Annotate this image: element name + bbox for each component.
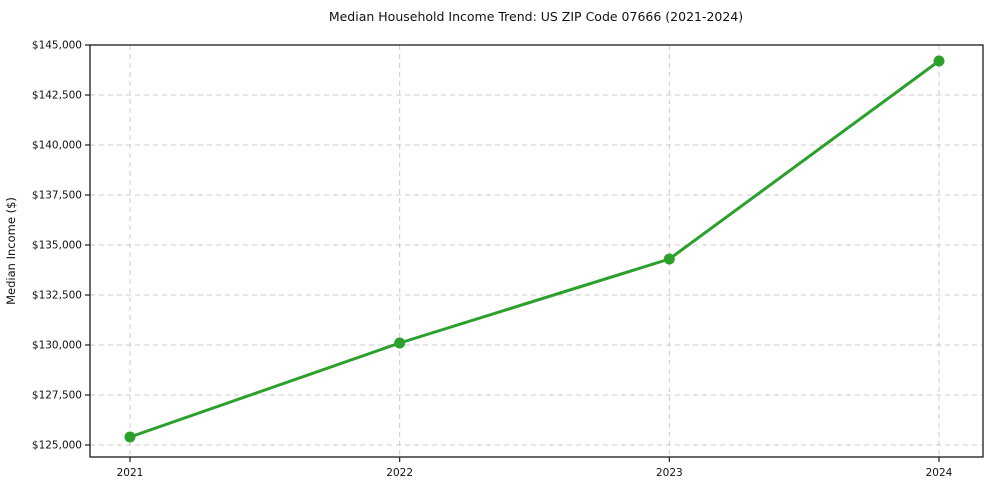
axis-layer (85, 44, 984, 462)
x-tick-label: 2022 (386, 467, 413, 479)
y-tick-label: $137,500 (32, 190, 82, 202)
y-tick-label: $130,000 (32, 340, 82, 352)
data-point-2023 (663, 253, 675, 265)
y-tick-label: $135,000 (32, 240, 82, 252)
x-tick-label: 2023 (656, 467, 683, 479)
y-tick-label: $132,500 (32, 290, 82, 302)
y-tick-label: $140,000 (32, 140, 82, 152)
data-point-2022 (394, 337, 406, 349)
x-tick-label: 2021 (117, 467, 144, 479)
grid-layer (90, 44, 983, 457)
data-point-2024 (933, 55, 945, 67)
series-layer (124, 55, 945, 443)
plot-border (89, 44, 984, 458)
chart-title: Median Household Income Trend: US ZIP Co… (329, 9, 743, 24)
y-tick-label: $145,000 (32, 40, 82, 52)
tick-label-layer: $125,000 $127,500 $130,000 $132,500 $135,000… (32, 40, 953, 480)
trend-line (128, 59, 941, 439)
y-axis-label: Median Income ($) (4, 197, 18, 305)
y-tick-label: $125,000 (32, 440, 82, 452)
data-point-2021 (124, 431, 136, 443)
y-tick-label: $127,500 (32, 390, 82, 402)
y-tick-label: $142,500 (32, 90, 82, 102)
x-tick-label: 2024 (926, 467, 953, 479)
